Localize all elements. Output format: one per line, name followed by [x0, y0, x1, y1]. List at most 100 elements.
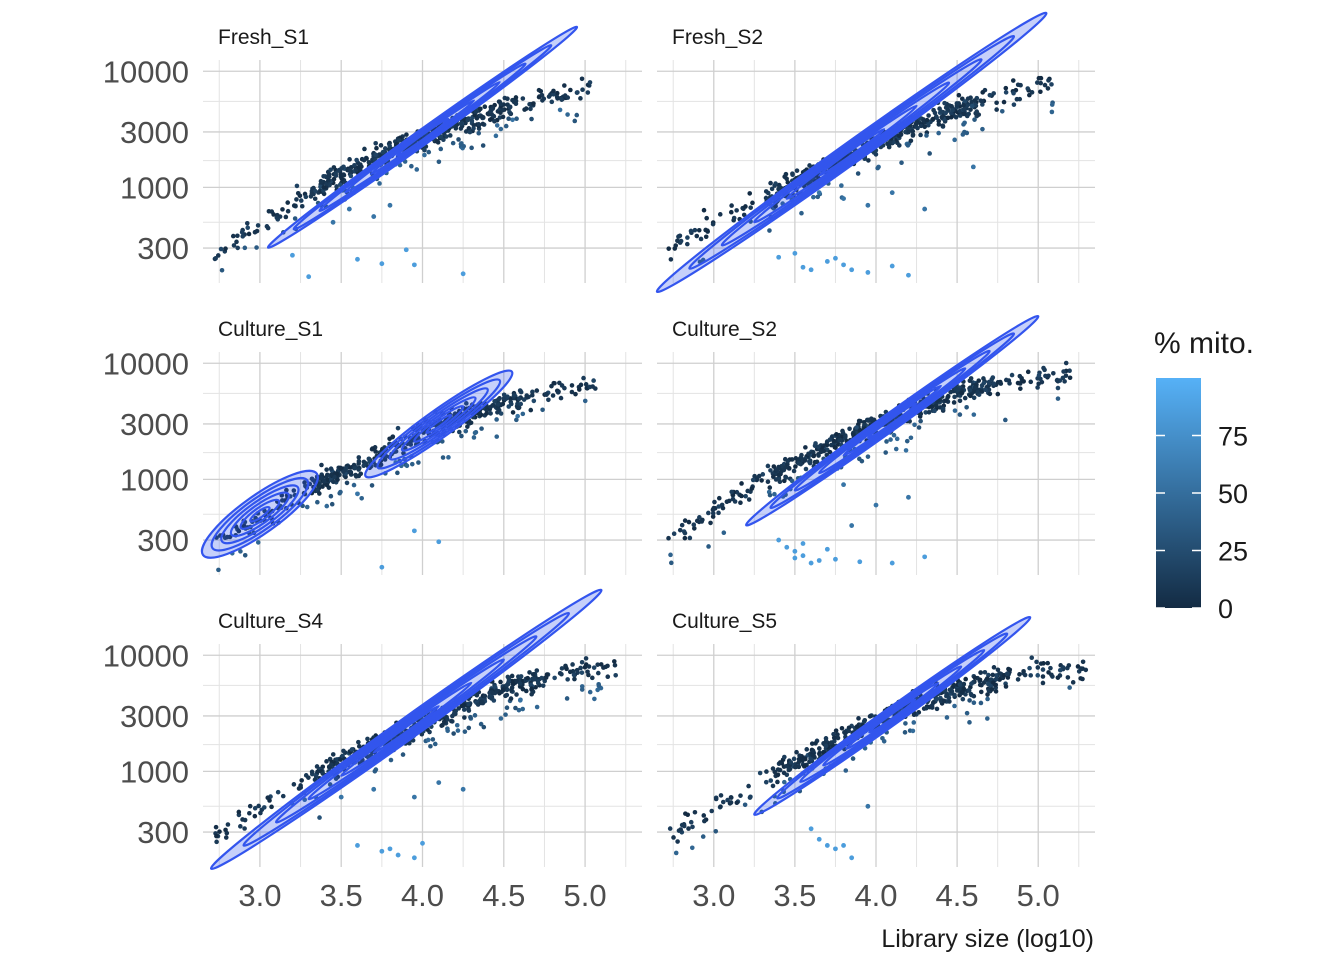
- data-point: [506, 116, 511, 122]
- data-point: [613, 672, 618, 678]
- data-point: [731, 215, 737, 221]
- data-point: [516, 707, 522, 713]
- data-point: [957, 398, 963, 404]
- data-point: [284, 487, 289, 493]
- data-point: [582, 398, 588, 404]
- data-point: [514, 417, 519, 423]
- data-point: [705, 228, 710, 234]
- data-point: [963, 676, 968, 682]
- contour-line: [292, 44, 553, 231]
- outlier-point: [387, 202, 393, 208]
- data-point: [969, 99, 974, 105]
- data-point: [816, 746, 822, 751]
- data-point: [985, 696, 990, 702]
- data-point: [283, 214, 289, 220]
- data-point: [555, 96, 560, 101]
- data-point: [409, 461, 415, 467]
- x-tick-label: 4.0: [401, 878, 444, 913]
- data-point: [455, 728, 461, 733]
- outlier-point: [379, 261, 385, 267]
- contour-line: [369, 99, 476, 176]
- data-point: [884, 439, 889, 444]
- data-point: [476, 122, 482, 127]
- data-point: [810, 753, 816, 758]
- data-point: [910, 128, 916, 134]
- density-contours: [753, 615, 1032, 816]
- data-point: [520, 686, 526, 692]
- data-point: [1078, 666, 1084, 672]
- data-point: [573, 391, 578, 397]
- panel-grid: [657, 644, 1095, 867]
- data-point: [317, 491, 322, 496]
- data-point: [578, 96, 583, 101]
- data-point: [328, 493, 334, 499]
- outlier-point: [816, 190, 822, 196]
- data-point: [673, 850, 679, 856]
- data-point: [716, 504, 722, 509]
- data-point: [729, 203, 734, 208]
- data-point: [856, 418, 862, 424]
- data-point: [1049, 82, 1054, 87]
- facet-panel: Fresh_S1 300 1000 3000 10000: [103, 25, 642, 283]
- data-point: [1080, 676, 1085, 682]
- data-point: [765, 479, 771, 484]
- panel-grid: [203, 644, 642, 867]
- outlier-point: [387, 846, 393, 852]
- data-point: [471, 435, 477, 440]
- data-point: [579, 659, 585, 665]
- data-point: [349, 747, 355, 752]
- data-point: [671, 835, 676, 840]
- outlier-point: [841, 262, 846, 268]
- data-point: [575, 90, 580, 95]
- x-tick-label: 4.0: [854, 878, 897, 913]
- data-point: [230, 233, 236, 239]
- data-point: [943, 110, 948, 115]
- data-point: [969, 681, 974, 686]
- data-point: [706, 510, 711, 516]
- data-point: [979, 98, 985, 104]
- data-point: [1038, 89, 1043, 95]
- data-point: [691, 526, 697, 531]
- data-point: [721, 530, 727, 535]
- data-point: [796, 461, 802, 466]
- data-point: [479, 699, 485, 705]
- data-point: [951, 682, 956, 688]
- data-point: [1038, 80, 1044, 86]
- data-point: [952, 703, 957, 709]
- data-point: [1004, 671, 1010, 676]
- data-point: [846, 728, 852, 734]
- data-point: [682, 518, 688, 523]
- data-point: [605, 663, 610, 669]
- data-point: [503, 712, 508, 717]
- panel-grid: [203, 352, 642, 575]
- outlier-point: [346, 206, 352, 212]
- data-point: [991, 91, 996, 96]
- data-point: [514, 678, 519, 684]
- data-point: [993, 689, 999, 694]
- outlier-point: [420, 840, 425, 846]
- data-point: [314, 764, 320, 769]
- x-axis-title: Library size (log10): [881, 925, 1094, 953]
- data-point: [242, 817, 248, 823]
- data-point: [529, 116, 534, 122]
- data-point: [908, 138, 914, 144]
- data-point: [791, 756, 797, 762]
- data-point: [1065, 675, 1071, 680]
- data-point: [370, 446, 375, 451]
- data-point: [558, 395, 564, 401]
- data-point: [458, 126, 464, 131]
- data-point: [235, 245, 241, 251]
- outlier-point: [824, 259, 830, 264]
- outlier-point: [355, 843, 360, 848]
- contour-line: [688, 34, 1016, 270]
- contour-line: [210, 477, 310, 552]
- data-point: [432, 741, 438, 747]
- data-point: [468, 714, 473, 720]
- data-point: [898, 131, 903, 136]
- data-point: [312, 196, 318, 202]
- data-point: [824, 442, 830, 448]
- data-point: [1083, 667, 1089, 673]
- data-point: [782, 754, 787, 760]
- data-point: [821, 448, 827, 454]
- data-point: [767, 492, 773, 498]
